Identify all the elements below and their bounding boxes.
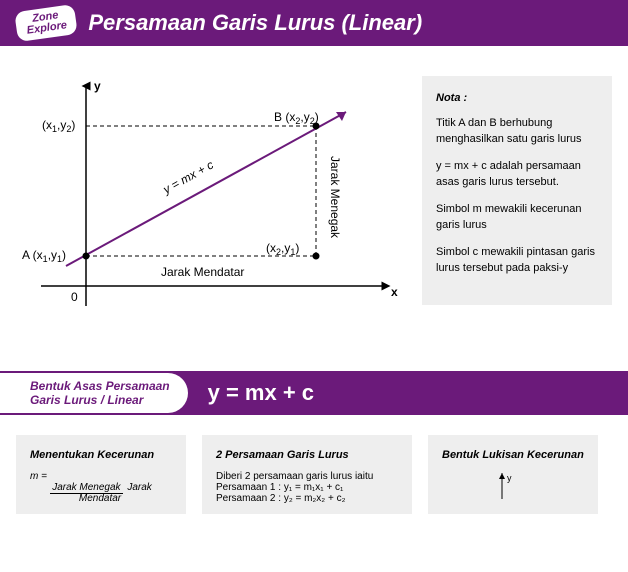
- axis-y-label: y: [94, 79, 101, 93]
- card1-title: Menentukan Kecerunan: [30, 449, 172, 461]
- note-p1: Titik A dan B berhubung menghasilkan sat…: [436, 115, 598, 148]
- line-equation: y = mx + c: [160, 158, 216, 198]
- section-label-l1: Bentuk Asas Persamaan: [30, 379, 170, 393]
- card1-m: m =: [30, 471, 47, 482]
- header: Zone Explore Persamaan Garis Lurus (Line…: [0, 0, 628, 46]
- cards-row: Menentukan Kecerunan m = Jarak Menegak J…: [0, 415, 628, 514]
- note-title: Nota :: [436, 90, 598, 107]
- card1-formula: m = Jarak Menegak Jarak Mendatar: [30, 471, 172, 504]
- graph-svg: y x 0 A (x1,y1) B (x2,y2) (x1,y2) (x2,y1…: [16, 76, 406, 326]
- card2-l2: Persamaan 1 : y₁ = m₁x₁ + c₁: [216, 482, 398, 493]
- section-label-l2: Garis Lurus / Linear: [30, 393, 170, 407]
- axis-x-label: x: [391, 285, 398, 299]
- section-bar: Bentuk Asas Persamaan Garis Lurus / Line…: [0, 371, 628, 415]
- note-p4: Simbol c mewakili pintasan garis lurus t…: [436, 244, 598, 277]
- card-lukisan: Bentuk Lukisan Kecerunan y: [428, 435, 598, 514]
- card-2persamaan: 2 Persamaan Garis Lurus Diberi 2 persama…: [202, 435, 412, 514]
- vertical-distance-label: Jarak Menegak: [328, 156, 342, 239]
- note-column: Nota : Titik A dan B berhubung menghasil…: [422, 76, 612, 331]
- card2-title: 2 Persamaan Garis Lurus: [216, 449, 398, 461]
- proj-right-label: (x2,y1): [266, 241, 299, 257]
- point-A-label: A (x1,y1): [22, 248, 66, 264]
- note-p3: Simbol m mewakili kecerunan garis lurus: [436, 201, 598, 234]
- zone-badge: Zone Explore: [14, 4, 78, 42]
- note-box: Nota : Titik A dan B berhubung menghasil…: [422, 76, 612, 305]
- page-title: Persamaan Garis Lurus (Linear): [88, 10, 422, 36]
- section-label: Bentuk Asas Persamaan Garis Lurus / Line…: [0, 373, 188, 414]
- horizontal-distance-label: Jarak Mendatar: [161, 265, 244, 279]
- section-formula: y = mx + c: [208, 380, 314, 406]
- proj-top-label: (x1,y2): [42, 118, 75, 134]
- origin-label: 0: [71, 290, 78, 304]
- point-B-label: B (x2,y2): [274, 110, 319, 126]
- card2-l3: Persamaan 2 : y₂ = m₂x₂ + c₂: [216, 493, 398, 504]
- main-row: y x 0 A (x1,y1) B (x2,y2) (x1,y2) (x2,y1…: [0, 46, 628, 341]
- card3-axis-y: y: [507, 473, 512, 483]
- card3-title: Bentuk Lukisan Kecerunan: [442, 449, 584, 461]
- card2-l1: Diberi 2 persamaan garis lurus iaitu: [216, 471, 398, 482]
- graph-area: y x 0 A (x1,y1) B (x2,y2) (x1,y2) (x2,y1…: [16, 76, 406, 331]
- card3-mini-graph: y: [442, 471, 582, 501]
- note-p2: y = mx + c adalah persamaan asas garis l…: [436, 158, 598, 191]
- card-kecerunan: Menentukan Kecerunan m = Jarak Menegak J…: [16, 435, 186, 514]
